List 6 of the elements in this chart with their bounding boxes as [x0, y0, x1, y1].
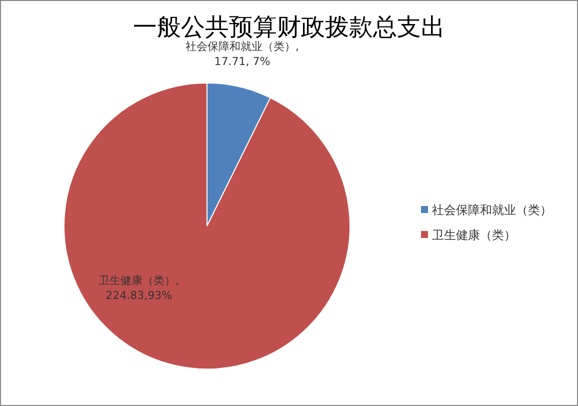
legend-label: 卫生健康（类） — [432, 228, 516, 242]
chart-title: 一般公共预算财政拨款总支出 — [133, 13, 445, 41]
pie-slice — [64, 82, 350, 370]
data-label: 社会保障和就业（类）, 17.71, 7% — [184, 39, 300, 70]
data-label: 卫生健康（类）, 224.83,93% — [98, 273, 180, 304]
legend-label: 社会保障和就业（类） — [432, 203, 552, 217]
